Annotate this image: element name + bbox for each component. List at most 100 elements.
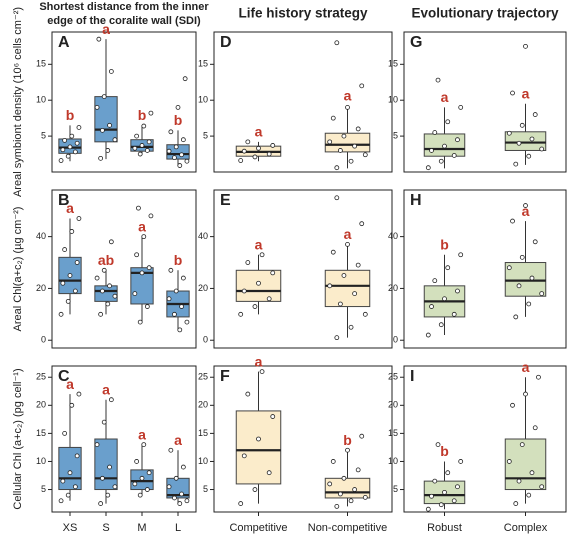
y-tick-label: 10	[198, 456, 208, 466]
data-point	[330, 249, 336, 255]
data-point	[132, 145, 138, 151]
data-point	[362, 494, 368, 500]
significance-letter: a	[102, 381, 110, 397]
data-point	[513, 314, 519, 320]
data-point	[112, 137, 118, 143]
data-point	[177, 327, 183, 333]
data-point	[139, 270, 145, 276]
data-point	[182, 76, 188, 82]
data-point	[516, 140, 522, 146]
data-point	[526, 153, 532, 159]
column-title: Evolutionary trajectory	[411, 6, 559, 21]
data-point	[146, 139, 152, 145]
data-point	[137, 151, 143, 157]
y-tick-label: 25	[198, 372, 208, 382]
significance-letter: a	[66, 200, 74, 216]
data-point	[532, 425, 538, 431]
data-point	[348, 498, 354, 504]
data-point	[270, 143, 276, 148]
data-point	[134, 459, 140, 464]
column-title: Life history strategy	[238, 6, 368, 21]
y-tick-label: 10	[198, 95, 208, 105]
data-point	[148, 110, 154, 116]
data-point	[98, 155, 104, 161]
data-point	[67, 470, 73, 476]
data-point	[177, 163, 183, 168]
data-point	[451, 311, 457, 317]
y-tick-label: 15	[36, 59, 46, 69]
panel-frame	[403, 189, 567, 349]
data-point	[519, 254, 525, 260]
significance-letter: b	[174, 252, 183, 268]
data-point	[442, 143, 447, 149]
y-axis-label: Cellular Chl (a+c₂) (pg cell⁻¹)	[12, 368, 24, 509]
y-tick-label: 10	[36, 456, 46, 466]
data-point	[345, 104, 350, 110]
data-point	[451, 153, 457, 158]
y-tick-label: 40	[198, 231, 208, 241]
data-point	[144, 487, 150, 492]
data-point	[425, 506, 431, 512]
panel-letter: H	[410, 192, 422, 209]
data-point	[256, 436, 261, 442]
data-point	[529, 470, 535, 476]
data-point	[184, 158, 190, 164]
y-tick-label: 5	[41, 130, 46, 140]
box	[504, 262, 547, 297]
data-point	[69, 229, 75, 234]
panel-letter: C	[58, 368, 70, 385]
data-point	[173, 144, 179, 150]
data-point	[101, 94, 107, 100]
data-point	[334, 335, 340, 341]
data-point	[252, 487, 258, 492]
data-point	[245, 139, 251, 145]
data-point	[438, 502, 444, 508]
data-point	[166, 296, 172, 302]
data-point	[266, 151, 272, 157]
data-point	[341, 475, 347, 481]
data-point	[359, 83, 365, 89]
data-point	[259, 252, 265, 258]
y-tick-label: 15	[198, 428, 208, 438]
y-tick-label: 10	[36, 95, 46, 105]
significance-letter: b	[440, 236, 449, 252]
data-point	[334, 503, 340, 509]
data-point	[100, 288, 105, 294]
data-point	[334, 40, 340, 46]
y-axis-label: Areal symbiont density (10⁶ cells cm⁻²)	[12, 7, 24, 197]
data-point	[438, 158, 444, 164]
data-point	[445, 265, 451, 271]
box	[94, 438, 118, 491]
y-tick-label: 20	[36, 400, 46, 410]
data-point	[148, 213, 154, 219]
data-point	[455, 137, 460, 143]
data-point	[98, 311, 104, 317]
data-point	[74, 140, 80, 146]
data-point	[184, 498, 190, 504]
data-point	[139, 475, 145, 481]
data-point	[337, 491, 343, 497]
box	[324, 477, 371, 499]
box	[94, 285, 118, 302]
data-point	[241, 148, 247, 154]
data-point	[532, 239, 538, 245]
box	[94, 96, 118, 143]
data-point	[270, 270, 276, 276]
data-point	[451, 498, 457, 504]
column-title: Shortest distance from the inner	[39, 1, 209, 13]
data-point	[458, 252, 464, 258]
y-tick-label: 15	[198, 59, 208, 69]
data-point	[362, 311, 368, 317]
data-point	[506, 265, 512, 271]
data-point	[179, 491, 184, 497]
y-tick-label: 5	[203, 484, 208, 494]
data-point	[458, 459, 464, 464]
data-point	[62, 138, 68, 143]
data-point	[144, 304, 150, 309]
data-point	[341, 273, 347, 278]
significance-letter: a	[174, 432, 182, 448]
data-point	[175, 104, 181, 110]
data-point	[532, 112, 538, 117]
x-tick-label: Competitive	[229, 522, 287, 534]
